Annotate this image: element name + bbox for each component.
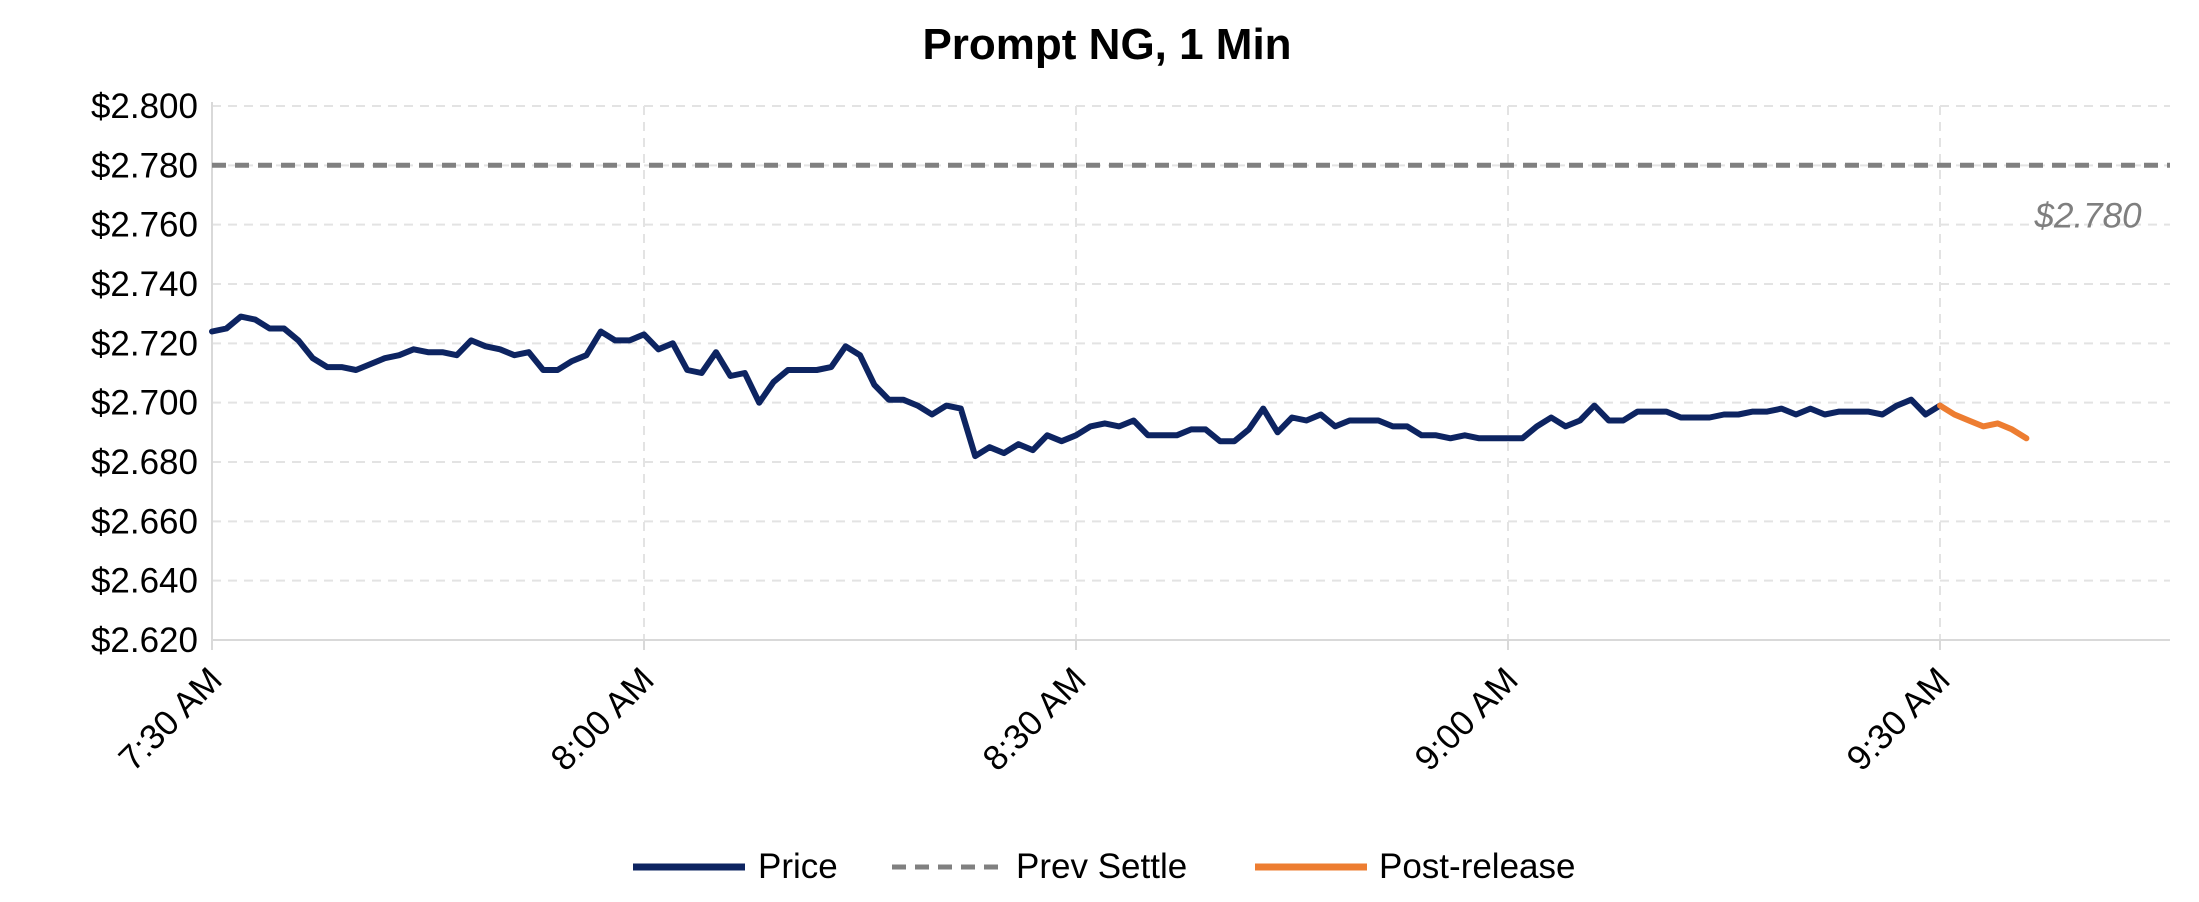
y-tick-label: $2.720 (91, 324, 198, 363)
legend-label: Post-release (1379, 847, 1575, 886)
y-tick-label: $2.740 (91, 265, 198, 304)
y-tick-label: $2.620 (91, 621, 198, 660)
series-layer (209, 162, 2170, 460)
y-tick-label: $2.660 (91, 502, 198, 541)
y-tick-label: $2.760 (91, 206, 198, 245)
legend-label: Price (758, 847, 838, 886)
series-line-post-release (1937, 402, 2030, 442)
y-tick-label: $2.640 (91, 562, 198, 601)
gridlines (212, 105, 2170, 640)
x-tick-label: 8:00 AM (543, 660, 661, 778)
legend-label: Prev Settle (1016, 847, 1187, 886)
annotation-layer: $2.780 (2034, 196, 2143, 235)
y-tick-label: $2.680 (91, 443, 198, 482)
legend: Price Prev Settle Post-release (633, 847, 1575, 886)
chart-title: Prompt NG, 1 Min (922, 20, 1291, 69)
x-tick-label: 9:00 AM (1407, 660, 1525, 778)
series-line-price (209, 313, 1943, 460)
x-tick-label: 9:30 AM (1839, 660, 1957, 778)
x-axis-ticks: 7:30 AM 8:00 AM 8:30 AM 9:00 AM 9:30 AM (111, 660, 1957, 778)
prev-settle-value-label: $2.780 (2034, 196, 2143, 235)
y-tick-label: $2.700 (91, 384, 198, 423)
x-tick-label: 7:30 AM (111, 660, 229, 778)
axes (211, 102, 2170, 650)
y-tick-label: $2.780 (91, 146, 198, 185)
x-tick-label: 8:30 AM (975, 660, 1093, 778)
y-axis-ticks: $2.800 $2.780 $2.760 $2.740 $2.720 $2.700 $2.6… (91, 87, 198, 660)
y-tick-label: $2.800 (91, 87, 198, 126)
